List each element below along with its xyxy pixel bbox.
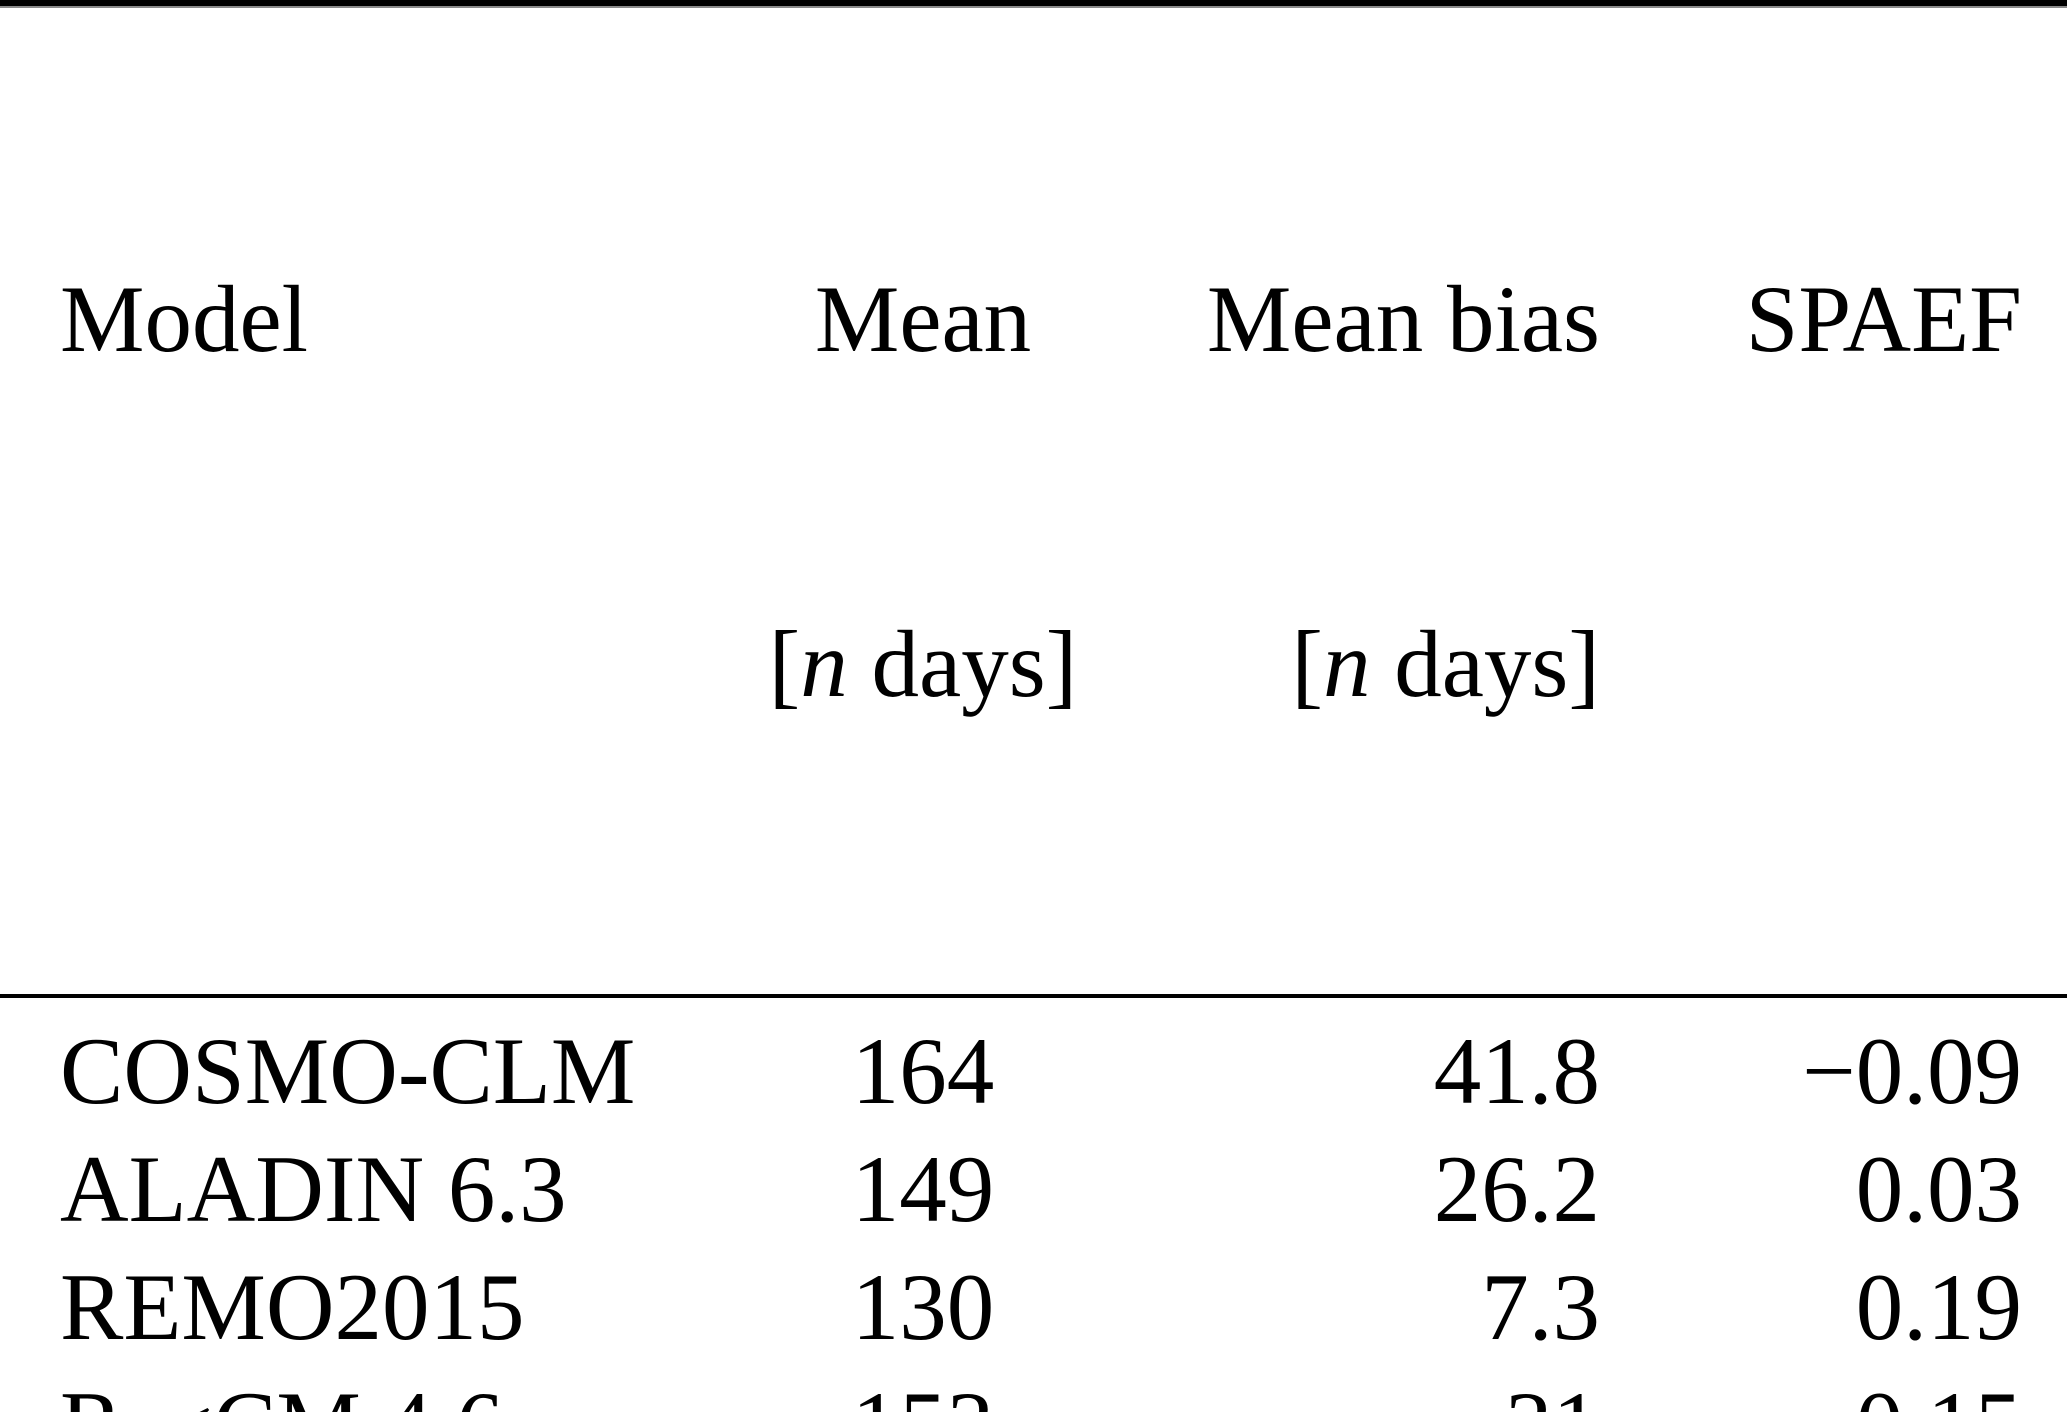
table-body: COSMO-CLM 164 41.8 −0.09 ALADIN 6.3 149 … [0,998,2067,1412]
column-header-mean: Mean [n days] [740,32,1106,952]
bias-cell: 31 [1106,1366,1600,1412]
model-cell: RegCM 4.6 [60,1366,740,1412]
column-header-spaef-unit [1600,607,2022,722]
column-header-model-unit [60,607,740,722]
model-cell: COSMO-CLM [60,1018,636,1124]
bias-cell: 26.2 [1433,1136,1600,1242]
column-header-spaef: SPAEF [1600,32,2022,952]
bias-cell: 41.8 [1433,1018,1600,1124]
table-top-rule [0,0,2067,6]
spaef-cell: −0.15 [1600,1366,2022,1412]
column-header-mean-bias: Mean bias [n days] [1106,32,1600,952]
unit-days: days] [847,611,1078,717]
unit-n-symbol: n [800,611,848,717]
column-header-model-label: Model [60,266,309,372]
column-header-model: Model [60,32,740,952]
spaef-cell: 0.19 [1855,1254,2022,1360]
spaef-cell: −0.09 [1802,1018,2022,1124]
table-header: Model Mean [n days] Mean bias [n days] S… [0,8,2067,994]
column-header-mean-label: Mean [814,266,1032,372]
mean-cell: 164 [851,1018,995,1124]
unit-bracket: [ [768,611,801,717]
unit-n-symbol: n [1322,611,1371,717]
column-header-mean-unit: [n days] [740,607,1106,722]
mean-cell: 130 [851,1254,995,1360]
column-header-spaef-label: SPAEF [1745,266,2022,372]
column-header-mean-bias-unit: [n days] [1106,607,1600,722]
mean-cell: 153 [740,1366,1106,1412]
column-header-mean-bias-label: Mean bias [1206,266,1600,372]
bias-cell: 7.3 [1481,1254,1600,1360]
unit-days: days] [1370,611,1600,717]
unit-bracket: [ [1291,611,1323,717]
table-top-rule-light [0,6,2067,8]
spaef-cell: 0.03 [1855,1136,2022,1242]
model-cell: ALADIN 6.3 [60,1136,567,1242]
mean-cell: 149 [851,1136,995,1242]
header-separator-rule [0,994,2067,998]
model-cell: REMO2015 [60,1254,525,1360]
